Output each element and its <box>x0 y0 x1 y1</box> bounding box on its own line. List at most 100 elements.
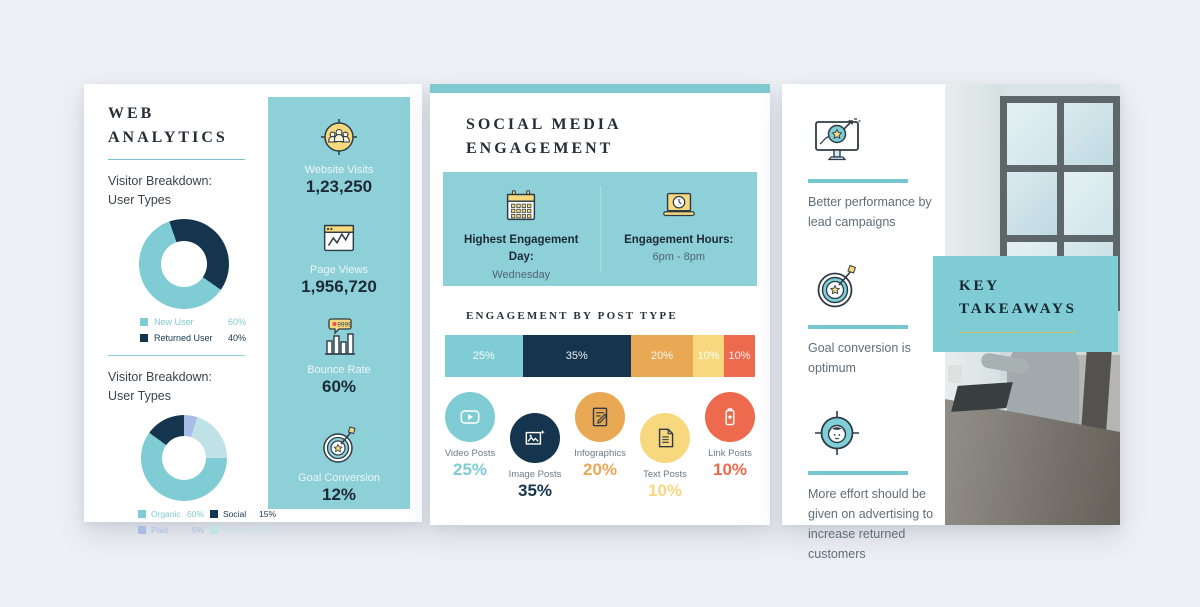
text-post-icon <box>640 413 690 463</box>
kpi-column: Website Visits 1,23,250 Page Views 1,956… <box>268 97 410 509</box>
legend-label: Social <box>223 508 247 519</box>
highlight-label: Highest Engagement Day: <box>464 234 579 264</box>
legend-item: Referral 20% <box>210 525 276 535</box>
stat-label: Goal Conversion <box>298 472 380 484</box>
section2-heading: Visitor Breakdown: User Types <box>108 369 212 404</box>
takeaway-text: Better performance by lead campaigns <box>808 195 932 229</box>
stat-label: Page Views <box>310 264 368 276</box>
legend-label: Returned User <box>154 332 213 343</box>
legend-value: 60% <box>227 316 246 327</box>
stat-value: 60% <box>321 377 357 396</box>
bar-segment-link-posts: 10% <box>724 335 755 377</box>
takeaway-underline <box>808 471 908 475</box>
legend-swatch <box>210 525 218 534</box>
title-underline <box>108 159 245 160</box>
highlight-day: Highest Engagement Day: Wednesday <box>443 172 600 286</box>
legend-item: Social 15% <box>210 509 276 519</box>
post-type-label: Link Posts <box>708 448 752 459</box>
key-takeaways-title: KEY TAKEAWAYS <box>959 278 1077 318</box>
takeaway-underline <box>808 325 908 329</box>
page-views-icon <box>268 213 410 259</box>
legend-swatch <box>210 509 218 518</box>
web-analytics-title: WEB ANALYTICS <box>108 102 260 150</box>
donut-chart-traffic-sources <box>141 414 227 501</box>
post-type-value: 10% <box>647 481 683 500</box>
legend-label: Paid <box>151 524 169 535</box>
engagement-highlight-box: Highest Engagement Day: Wednesday Engage… <box>443 172 757 286</box>
post-type-value: 35% <box>517 481 553 500</box>
post-type-label: Image Posts <box>508 469 562 480</box>
post-type-value: 25% <box>452 460 488 479</box>
post-type-label: Infographics <box>574 448 626 459</box>
bar-segment-text-posts: 10% <box>693 335 724 377</box>
social-media-title: SOCIAL MEDIA ENGAGEMENT <box>466 113 770 161</box>
calendar-icon <box>443 185 600 227</box>
title-line: WEB <box>108 105 155 122</box>
takeaway-item: Goal conversion is optimum <box>808 258 940 378</box>
key-takeaways-underline <box>959 331 1077 333</box>
title-line: ENGAGEMENT <box>466 140 614 157</box>
post-type-link: Link Posts 10% <box>700 392 760 501</box>
key-takeaways-box: KEY TAKEAWAYS <box>933 256 1118 352</box>
post-type-label: Text Posts <box>643 469 687 480</box>
takeaway-item: More effort should be given on advertisi… <box>808 404 940 564</box>
takeaway-item: Better performance by lead campaigns <box>808 112 940 232</box>
stat-value: 1,23,250 <box>305 177 373 196</box>
stat-label: Website Visits <box>304 164 374 176</box>
legend-label: Referral <box>223 524 254 535</box>
post-type-value: 20% <box>582 460 618 479</box>
goal-conversion-icon <box>268 421 410 467</box>
donut2-legend: Organic 60% Social 15% Paid 5% Referral … <box>138 508 276 535</box>
legend-value: 5% <box>191 524 204 535</box>
monitor-growth-icon <box>808 112 940 170</box>
panel-top-accent <box>430 84 770 93</box>
legend-item: Paid 5% <box>138 525 204 535</box>
highlight-value: 6pm - 8pm <box>652 251 706 264</box>
legend-item: New User 60% <box>140 317 246 327</box>
post-type-video: Video Posts 25% <box>440 392 500 501</box>
legend-label: Organic <box>151 508 181 519</box>
bar-segment-image-posts: 35% <box>522 335 631 377</box>
highlight-label: Engagement Hours: <box>624 234 734 246</box>
highlight-value: Wednesday <box>492 268 551 281</box>
legend-swatch <box>140 317 148 326</box>
legend-value: 15% <box>258 508 276 519</box>
key-takeaways-panel: Better performance by lead campaigns Goa… <box>782 84 1120 561</box>
stacked-bar-chart: 25% 35% 20% 10% 10% <box>445 335 755 377</box>
section1-heading: Visitor Breakdown: User Types <box>108 174 212 208</box>
legend-swatch <box>138 525 146 534</box>
legend-value: 60% <box>186 508 204 519</box>
post-type-row: Video Posts 25% Image Posts 35% <box>440 392 760 501</box>
web-analytics-content: WEB ANALYTICS Visitor Breakdown: User Ty… <box>108 102 276 535</box>
takeaways-list: Better performance by lead campaigns Goa… <box>808 112 940 590</box>
highlight-divider <box>599 186 601 272</box>
legend-swatch <box>140 333 148 342</box>
title-line: SOCIAL MEDIA <box>466 116 622 133</box>
video-post-icon <box>445 392 495 442</box>
legend-value: 20% <box>258 524 276 535</box>
stat-value: 12% <box>321 485 357 504</box>
social-media-panel: SOCIAL MEDIA ENGAGEMENT <box>430 84 770 525</box>
post-type-heading: ENGAGEMENT BY POST TYPE <box>466 310 678 322</box>
bar-segment-infographics: 20% <box>631 335 693 377</box>
laptop-clock-icon <box>601 185 758 227</box>
takeaway-underline <box>808 179 908 183</box>
legend-value: 40% <box>227 332 246 343</box>
legend-item: Returned User 40% <box>140 333 246 343</box>
post-type-image: Image Posts 35% <box>505 413 565 501</box>
infographic-post-icon <box>575 392 625 442</box>
svg-text:9999: 9999 <box>337 322 352 329</box>
legend-label: New User <box>154 316 194 327</box>
link-post-icon <box>705 392 755 442</box>
bounce-rate-icon: 9999 <box>268 313 410 359</box>
stat-label: Bounce Rate <box>307 364 371 376</box>
donut-chart-user-types <box>139 218 229 309</box>
highlight-hours: Engagement Hours: 6pm - 8pm <box>601 172 758 286</box>
stat-page-views: Page Views 1,956,720 <box>268 213 410 297</box>
takeaway-text: Goal conversion is optimum <box>808 341 911 375</box>
donut1-legend: New User 60% Returned User 40% <box>140 317 246 343</box>
stat-value: 1,956,720 <box>301 277 377 296</box>
customer-target-icon <box>808 404 940 462</box>
legend-swatch <box>138 509 146 518</box>
